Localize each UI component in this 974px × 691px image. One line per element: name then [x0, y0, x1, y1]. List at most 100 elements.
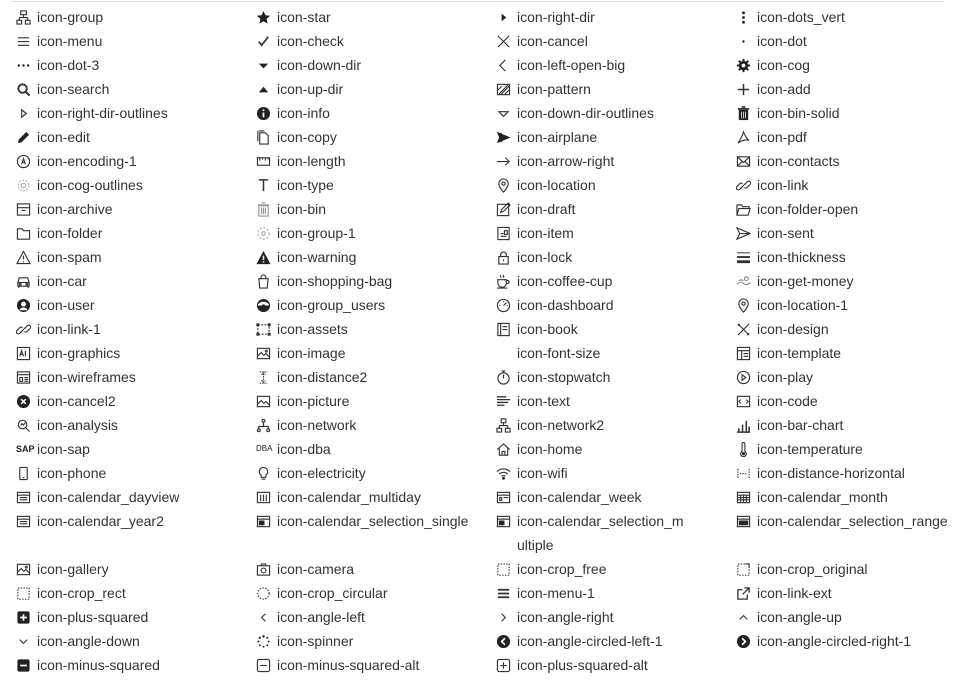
- icon-label: icon-assets: [277, 321, 348, 337]
- icon-row: icon-wireframes icon-distance2 icon-stopwa…: [16, 365, 966, 389]
- icon-entry: icon-wireframes: [16, 365, 256, 389]
- icon-row: icon-link-1 icon-assets icon-book icon-desi…: [16, 317, 966, 341]
- icon-entry: icon-plus-squared: [16, 605, 256, 629]
- icon-row: icon-calendar_dayview icon-calendar_multi…: [16, 485, 966, 509]
- icon-label: icon-link-ext: [757, 585, 832, 601]
- star-icon: [256, 5, 274, 29]
- icon-entry: icon-angle-up: [736, 605, 966, 629]
- icon-entry: icon-down-dir-outlines: [496, 101, 736, 125]
- image-icon: [256, 341, 274, 365]
- icon-row: icon-search icon-up-dir icon-pattern icon-a…: [16, 77, 966, 101]
- icon-entry: icon-item: [496, 221, 736, 245]
- icon-row: icon-right-dir-outlines icon-info icon-dow…: [16, 101, 966, 125]
- icon-entry: icon-graphics: [16, 341, 256, 365]
- icon-label: icon-airplane: [517, 129, 598, 145]
- icon-entry: icon-electricity: [256, 461, 496, 485]
- icon-entry: icon-plus-squared-alt: [496, 653, 736, 677]
- icon-row: icon-cancel2 icon-picture icon-text icon-co…: [16, 389, 966, 413]
- location-icon: [496, 173, 514, 197]
- icon-entry: icon-down-dir: [256, 53, 496, 77]
- icon-entry: icon-draft: [496, 197, 736, 221]
- icon-entry: icon-sent: [736, 221, 966, 245]
- icon-label: icon-down-dir-outlines: [517, 105, 654, 121]
- home-icon: [496, 437, 514, 461]
- icon-entry: icon-left-open-big: [496, 53, 736, 77]
- icon-entry: icon-calendar_selection_range: [736, 509, 966, 557]
- minus-squared-icon: [16, 653, 34, 677]
- icon-row: icon-spam icon-warning icon-lock icon-thick…: [16, 245, 966, 269]
- link-icon: [736, 173, 754, 197]
- icon-label: icon-calendar_multiday: [277, 489, 421, 505]
- icon-label: icon-arrow-right: [517, 153, 615, 169]
- icon-entry: icon-airplane: [496, 125, 736, 149]
- icon-entry: icon-design: [736, 317, 966, 341]
- icon-label: icon-plus-squared-alt: [517, 657, 648, 673]
- icon-entry: icon-code: [736, 389, 966, 413]
- icon-label: icon-cog: [757, 57, 810, 73]
- add-icon: [736, 77, 754, 101]
- thickness-icon: [736, 245, 754, 269]
- icon-label: icon-cancel2: [37, 393, 116, 409]
- play-icon: [736, 365, 754, 389]
- menu-1-icon: [496, 581, 514, 605]
- icon-entry: icon-location-1: [736, 293, 966, 317]
- folder-open-icon: [736, 197, 754, 221]
- shopping-bag-icon: [256, 269, 274, 293]
- icon-entry: icon-encoding-1: [16, 149, 256, 173]
- icon-label: icon-archive: [37, 201, 113, 217]
- icon-label: icon-minus-squared: [37, 657, 160, 673]
- calendar-multiday-icon: [256, 485, 274, 509]
- icon-entry: icon-bin: [256, 197, 496, 221]
- length-icon: [256, 149, 274, 173]
- icon-label: icon-user: [37, 297, 95, 313]
- info-icon: [256, 101, 274, 125]
- icon-label: icon-link-1: [37, 321, 101, 337]
- type-icon: [256, 173, 274, 197]
- angle-right-icon: [496, 605, 514, 629]
- icon-entry: icon-group: [16, 5, 256, 29]
- icon-entry: icon-group_users: [256, 293, 496, 317]
- design-icon: [736, 317, 754, 341]
- group-users-icon: [256, 293, 274, 317]
- angle-circled-right-1-icon: [736, 629, 754, 653]
- icon-label: icon-gallery: [37, 561, 109, 577]
- icon-entry: icon-edit: [16, 125, 256, 149]
- icon-entry: icon-right-dir: [496, 5, 736, 29]
- lock-icon: [496, 245, 514, 269]
- icon-label: icon-item: [517, 225, 574, 241]
- calendar-selection-multiple-icon: [496, 509, 514, 533]
- icon-label: icon-shopping-bag: [277, 273, 393, 289]
- icon-entry: icon-menu-1: [496, 581, 736, 605]
- icon-entry: icon-dashboard: [496, 293, 736, 317]
- icon-row: icon-folder icon-group-1 icon-item icon-sen…: [16, 221, 966, 245]
- icon-label: icon-car: [37, 273, 87, 289]
- temperature-icon: [736, 437, 754, 461]
- plus-squared-alt-icon: [496, 653, 514, 677]
- cog-outlines-icon: [16, 173, 34, 197]
- icon-label: icon-graphics: [37, 345, 121, 361]
- icon-entry: icon-network: [256, 413, 496, 437]
- icon-label: icon-design: [757, 321, 829, 337]
- icon-entry: icon-calendar_week: [496, 485, 736, 509]
- icon-label: icon-dot-3: [37, 57, 100, 73]
- icon-entry: icon-cancel2: [16, 389, 256, 413]
- icon-label: icon-font-size: [517, 345, 601, 361]
- angle-up-icon: [736, 605, 754, 629]
- icon-label: icon-lock: [517, 249, 573, 265]
- icon-label: icon-contacts: [757, 153, 840, 169]
- down-dir-outlines-icon: [496, 101, 514, 125]
- analysis-icon: [16, 413, 34, 437]
- icon-entry: icon-right-dir-outlines: [16, 101, 256, 125]
- icon-label: icon-copy: [277, 129, 337, 145]
- icon-entry: icon-angle-right: [496, 605, 736, 629]
- icon-entry: icon-pattern: [496, 77, 736, 101]
- icon-label: icon-crop_circular: [277, 585, 388, 601]
- icon-entry: icon-angle-circled-right-1: [736, 629, 966, 653]
- calendar-week-icon: [496, 485, 514, 509]
- dashboard-icon: [496, 293, 514, 317]
- cancel2-icon: [16, 389, 34, 413]
- group-icon: [16, 5, 34, 29]
- wifi-icon: [496, 461, 514, 485]
- icon-label: icon-left-open-big: [517, 57, 626, 73]
- icon-entry: icon-calendar_selection_multiple: [496, 509, 736, 557]
